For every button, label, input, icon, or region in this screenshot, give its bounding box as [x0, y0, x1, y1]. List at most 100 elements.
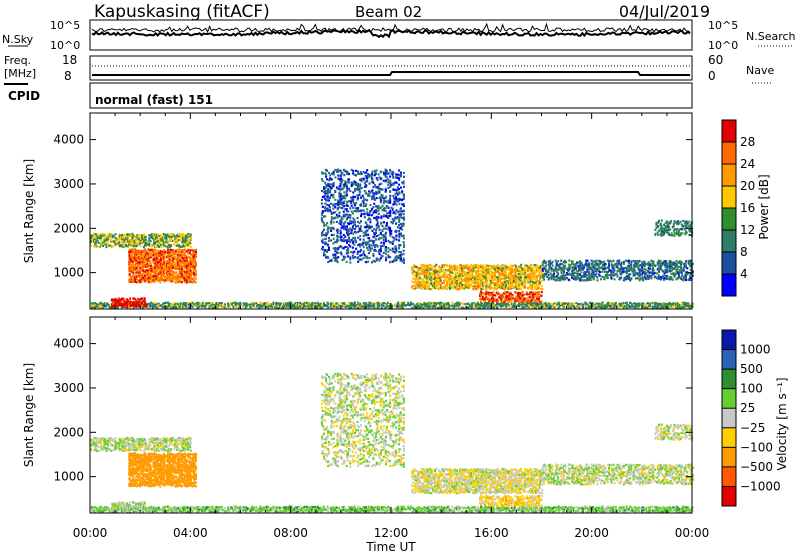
- power-cell: [449, 264, 452, 267]
- power-cell: [531, 278, 534, 282]
- power-cell: [387, 228, 390, 231]
- power-cell: [187, 243, 190, 246]
- power-cell: [524, 271, 527, 274]
- power-cell: [601, 306, 604, 309]
- power-cell: [443, 302, 446, 305]
- power-cell: [182, 238, 184, 241]
- power-cell: [554, 305, 557, 308]
- power-cell: [267, 302, 270, 305]
- power-cell: [183, 280, 186, 283]
- power-cell: [164, 265, 167, 268]
- power-cell: [383, 173, 385, 176]
- power-cell: [553, 306, 556, 309]
- power-cell: [283, 304, 286, 307]
- power-cell: [159, 238, 162, 241]
- power-cell: [144, 277, 147, 280]
- power-cell: [116, 300, 119, 303]
- power-cell: [178, 245, 181, 248]
- power-cell: [170, 272, 173, 275]
- power-cell: [358, 243, 361, 246]
- power-cell: [475, 305, 478, 308]
- power-cell: [163, 254, 166, 257]
- power-cell: [337, 251, 340, 255]
- power-cell: [205, 302, 208, 305]
- power-cell: [394, 212, 397, 215]
- power-cell: [187, 274, 190, 277]
- power-cell: [142, 240, 145, 243]
- power-cell: [385, 252, 387, 255]
- power-cell: [152, 275, 155, 278]
- power-cell: [354, 236, 357, 239]
- power-cell: [520, 270, 523, 273]
- power-cell: [515, 284, 518, 287]
- power-cell: [380, 306, 383, 309]
- power-cell: [172, 239, 175, 242]
- power-cell: [112, 299, 115, 302]
- power-cell: [176, 240, 179, 243]
- power-cell: [465, 283, 467, 286]
- power-cell: [171, 303, 174, 306]
- power-cell: [501, 281, 504, 285]
- power-cell: [337, 247, 340, 250]
- power-cell: [170, 260, 173, 263]
- power-cell: [349, 240, 352, 243]
- power-cell: [441, 281, 444, 285]
- power-cell: [357, 256, 360, 259]
- power-cell: [352, 191, 355, 194]
- power-cell: [355, 187, 358, 190]
- power-cell: [425, 273, 428, 276]
- power-cell: [332, 217, 335, 220]
- power-cell: [511, 267, 514, 270]
- power-cell: [376, 222, 379, 225]
- power-cell: [324, 202, 327, 205]
- power-cell: [395, 258, 398, 261]
- power-cell: [138, 251, 141, 255]
- power-cell: [423, 283, 426, 287]
- power-cell: [465, 265, 467, 268]
- power-cell: [321, 195, 324, 199]
- power-cell: [193, 268, 196, 271]
- power-cell: [126, 240, 129, 243]
- power-cell: [436, 302, 439, 305]
- power-cell: [258, 303, 261, 306]
- power-cell: [428, 304, 431, 307]
- power-cell: [470, 280, 472, 283]
- power-cell: [355, 209, 358, 213]
- power-cell: [179, 259, 182, 262]
- power-cell: [161, 270, 163, 273]
- power-cell: [287, 303, 290, 306]
- power-cell: [320, 232, 323, 235]
- power-cell: [445, 302, 448, 305]
- power-cell: [451, 266, 454, 269]
- power-cell: [376, 303, 379, 307]
- power-cell: [420, 267, 423, 270]
- power-cell: [372, 186, 375, 189]
- power-cell: [128, 243, 130, 246]
- power-cell: [160, 304, 163, 307]
- power-cell: [475, 303, 478, 307]
- power-cell: [349, 261, 352, 264]
- power-cell: [344, 235, 347, 238]
- power-cell: [392, 240, 395, 243]
- power-cell: [413, 306, 416, 309]
- power-cell: [368, 244, 371, 247]
- power-cell: [140, 304, 143, 307]
- power-cell: [428, 267, 430, 270]
- power-cell: [499, 286, 502, 289]
- power-cell: [401, 253, 404, 256]
- power-cell: [182, 242, 184, 246]
- power-cell: [387, 211, 390, 214]
- power-cell: [361, 194, 364, 197]
- power-cell: [193, 249, 196, 252]
- power-cell: [389, 179, 392, 182]
- power-cell: [477, 286, 480, 289]
- power-cell: [446, 284, 448, 287]
- power-cell: [401, 223, 404, 226]
- power-cell: [364, 204, 367, 208]
- power-cell: [436, 306, 439, 309]
- power-cell: [577, 303, 580, 306]
- power-cell: [439, 275, 442, 278]
- power-cell: [505, 285, 508, 288]
- power-cell: [148, 239, 151, 242]
- power-cell: [261, 302, 263, 305]
